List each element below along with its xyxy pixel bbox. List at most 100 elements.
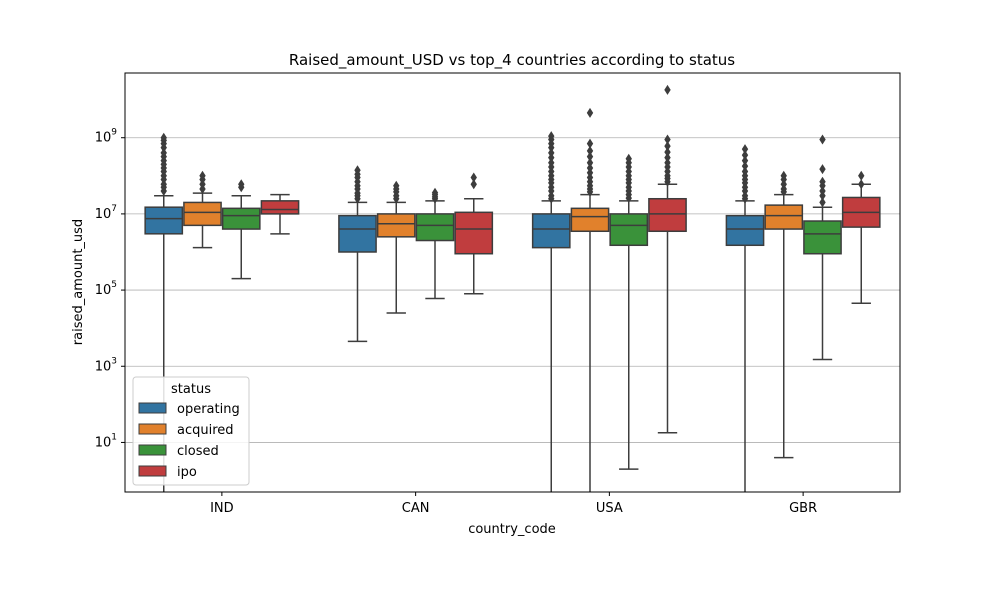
outlier-point	[354, 165, 361, 176]
legend-items: operating acquired closed ipo	[138, 402, 240, 480]
box-ipo-IND	[260, 193, 300, 235]
box-operating-USA	[531, 131, 571, 492]
iqr-box	[725, 214, 765, 247]
box-operating-CAN	[338, 165, 377, 343]
box-operating-GBR	[725, 144, 765, 492]
outlier-point	[548, 147, 555, 158]
outlier-point	[548, 157, 555, 168]
iqr-box	[221, 207, 261, 230]
y-tick-exponent: 7	[111, 204, 117, 214]
outlier-point	[819, 197, 826, 208]
y-tick-exponent: 9	[111, 128, 117, 138]
iqr-box	[183, 201, 222, 227]
outlier-point	[819, 185, 826, 196]
outlier-point	[741, 144, 749, 155]
legend-label-acquired: acquired	[177, 423, 234, 438]
iqr-box	[144, 206, 184, 235]
box-acquired-CAN	[376, 180, 416, 314]
legend-title: status	[171, 382, 211, 397]
legend-swatch-acquired	[138, 423, 167, 435]
box-closed-GBR	[803, 134, 842, 361]
outlier-point	[741, 161, 749, 172]
iqr-box	[338, 214, 377, 253]
outlier-point	[199, 170, 206, 181]
outlier-point	[664, 134, 671, 145]
box-ipo-USA	[648, 84, 687, 434]
outlier-point	[160, 132, 167, 143]
iqr-box	[570, 207, 610, 233]
box-acquired-USA	[570, 107, 610, 492]
outlier-point	[586, 107, 594, 118]
iqr-box	[648, 197, 687, 233]
outlier-point	[586, 138, 594, 149]
iqr-box	[376, 213, 416, 238]
y-tick-exponent: 5	[111, 280, 117, 290]
legend-label-ipo: ipo	[177, 465, 197, 480]
box-operating-IND	[144, 132, 184, 492]
outlier-point	[819, 164, 826, 175]
x-axis-ticks: IND CAN USA GBR	[210, 492, 817, 516]
plot-frame	[124, 72, 901, 493]
outlier-point	[586, 151, 594, 162]
iqr-box	[454, 211, 494, 255]
y-tick-base: 10	[95, 207, 112, 222]
outlier-point	[586, 157, 594, 168]
outlier-point	[664, 157, 671, 168]
legend: status operating acquired closed ipo	[132, 376, 250, 486]
outlier-point	[858, 170, 865, 181]
box-closed-USA	[609, 153, 649, 470]
x-tick-label: CAN	[402, 501, 430, 516]
chart-title: Raised_amount_USD vs top_4 countries acc…	[289, 51, 735, 70]
outlier-point	[664, 152, 671, 163]
iqr-box	[764, 204, 804, 230]
y-tick-label: 105	[95, 280, 117, 298]
outlier-point	[586, 145, 594, 156]
legend-swatch-closed	[138, 444, 167, 456]
iqr-box	[803, 220, 842, 255]
outlier-point	[741, 155, 749, 166]
box-ipo-CAN	[454, 172, 494, 295]
x-tick-label: IND	[210, 501, 234, 516]
outlier-point	[238, 179, 245, 190]
y-tick-base: 10	[95, 435, 112, 450]
outlier-point	[819, 134, 826, 145]
legend-swatch-ipo	[138, 465, 167, 477]
y-tick-exponent: 3	[111, 356, 117, 366]
x-tick-label: USA	[596, 501, 623, 516]
iqr-box	[415, 213, 455, 242]
outlier-point	[741, 150, 749, 161]
outlier-point	[431, 187, 439, 198]
x-axis-label: country_code	[468, 522, 556, 537]
outlier-point	[664, 84, 671, 95]
outlier-point	[470, 179, 477, 190]
outlier-point	[664, 141, 671, 152]
y-tick-label: 101	[95, 432, 117, 450]
outlier-point	[819, 176, 826, 187]
box-acquired-IND	[183, 170, 222, 249]
outlier-point	[470, 172, 477, 183]
y-tick-base: 10	[95, 283, 112, 298]
box-acquired-GBR	[764, 170, 804, 459]
iqr-box	[609, 213, 649, 247]
y-tick-exponent: 1	[111, 432, 117, 442]
outlier-point	[160, 147, 167, 158]
outlier-point	[548, 131, 555, 142]
box-closed-CAN	[415, 187, 455, 300]
y-axis-label: raised_amount_usd	[71, 219, 86, 345]
legend-label-operating: operating	[177, 402, 240, 417]
iqr-box	[531, 213, 571, 249]
outlier-point	[741, 166, 749, 177]
box-closed-IND	[221, 179, 261, 280]
y-tick-base: 10	[95, 131, 112, 146]
y-tick-base: 10	[95, 359, 112, 374]
y-tick-label: 107	[95, 204, 117, 222]
outlier-point	[586, 163, 594, 174]
outlier-point	[664, 147, 671, 158]
outlier-point	[393, 180, 400, 191]
boxes-layer	[144, 84, 881, 492]
box-ipo-GBR	[841, 170, 881, 305]
outlier-point	[780, 170, 787, 181]
